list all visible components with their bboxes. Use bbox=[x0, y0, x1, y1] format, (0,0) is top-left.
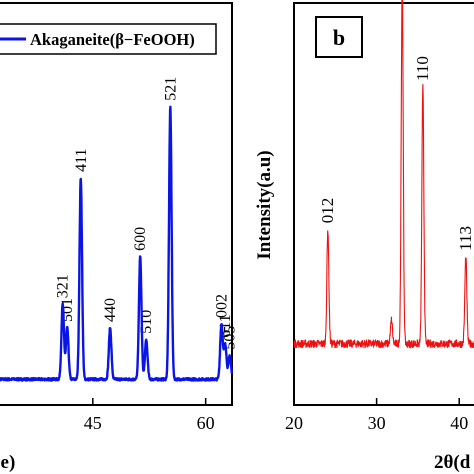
panel-b-x-axis-title: 2θ(d bbox=[434, 452, 471, 473]
x-tick-label: 60 bbox=[197, 413, 215, 433]
peak-label: 113 bbox=[456, 226, 474, 251]
peak-label: 440 bbox=[102, 298, 119, 322]
panel-b-label: b bbox=[333, 25, 345, 50]
panel-b-y-axis-title: Intensity(a.u) bbox=[254, 150, 275, 259]
panel-b-series-line bbox=[293, 0, 474, 349]
x-tick-label: 40 bbox=[450, 413, 468, 433]
peak-label: 321 bbox=[55, 274, 72, 298]
x-tick-label: 45 bbox=[84, 413, 102, 433]
legend-box bbox=[0, 23, 217, 55]
panel-a-frame bbox=[0, 2, 233, 406]
x-tick-label: 30 bbox=[368, 413, 386, 433]
panel-a-series-line bbox=[0, 105, 234, 382]
panel-b-x-axis: 20 30 40 bbox=[285, 398, 468, 433]
panel-a: Akaganeite(β−FeOOH) 45 60 321501411440600… bbox=[0, 2, 239, 473]
peak-label: 411 bbox=[73, 148, 90, 171]
panel-a-x-axis: 45 60 bbox=[84, 398, 215, 433]
panel-b-peak-labels: 012104110113 bbox=[318, 56, 474, 251]
panel-b-label-box bbox=[315, 16, 363, 58]
peak-label: 110 bbox=[413, 56, 432, 81]
legend-label: Akaganeite(β−FeOOH) bbox=[30, 30, 195, 49]
panel-a-legend: Akaganeite(β−FeOOH) bbox=[0, 23, 217, 55]
peak-label: 521 bbox=[162, 77, 179, 101]
panel-a-x-axis-title: ree) bbox=[0, 452, 15, 473]
peak-label: 600 bbox=[132, 227, 149, 251]
peak-label: 002 bbox=[213, 294, 230, 318]
x-tick-label: 20 bbox=[285, 413, 303, 433]
panel-b-frame bbox=[293, 2, 474, 406]
peak-label: 012 bbox=[318, 198, 337, 224]
